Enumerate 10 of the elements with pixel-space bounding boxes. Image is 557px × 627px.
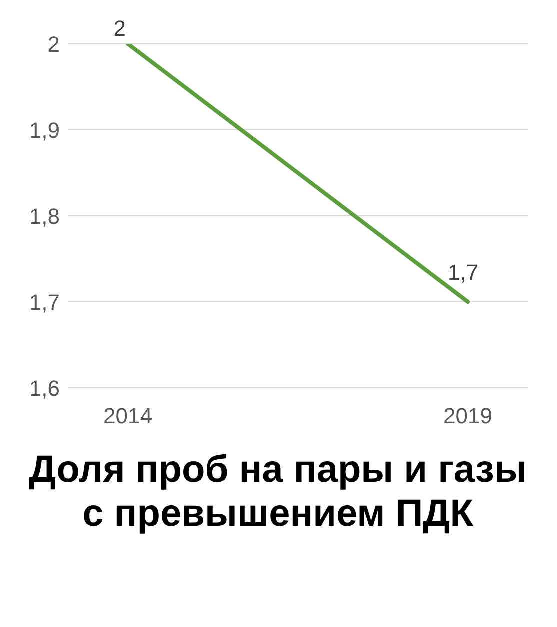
y-tick-label: 1,6 — [29, 376, 60, 401]
text: Доля проб на пары и газы с превышением ПДК — [28, 448, 528, 536]
text: 2 — [114, 16, 126, 41]
y-tick-label: 1,7 — [29, 290, 60, 315]
y-tick-label: 2 — [48, 32, 60, 57]
text: 1,7 — [448, 260, 479, 285]
y-tick-label: 1,9 — [29, 118, 60, 143]
x-tick-label: 2019 — [444, 404, 492, 429]
x-tick-label: 2014 — [104, 404, 152, 429]
y-tick-label: 1,8 — [29, 204, 60, 229]
